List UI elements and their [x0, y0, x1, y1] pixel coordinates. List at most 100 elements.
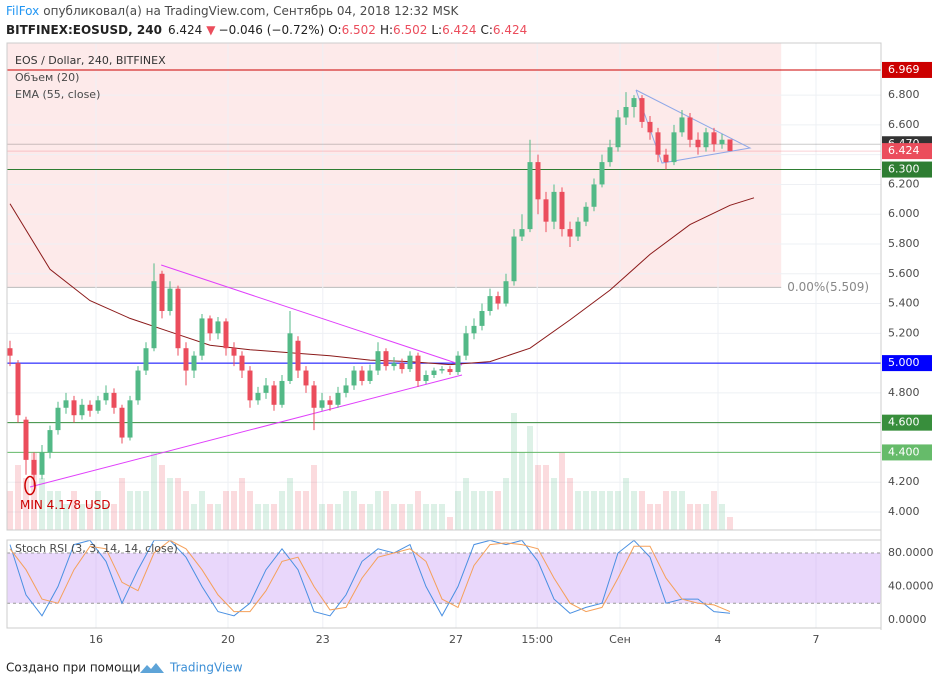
x-tick-label: 27 — [449, 633, 463, 646]
volume-bar — [191, 504, 197, 530]
volume-bar — [231, 491, 237, 530]
candle-body — [71, 400, 77, 416]
candle-body — [687, 117, 693, 140]
last-price: 6.424 — [168, 23, 202, 37]
candle-body — [239, 355, 245, 371]
y-tick-label: 6.000 — [888, 207, 920, 220]
candle-body — [263, 385, 269, 393]
volume-bar — [303, 491, 309, 530]
candle-body — [431, 370, 437, 376]
candle-body — [127, 400, 133, 438]
volume-bar — [391, 504, 397, 530]
candle-body — [159, 273, 165, 311]
trend-drawing — [161, 264, 463, 366]
volume-bar — [559, 452, 565, 530]
level-box — [882, 161, 932, 178]
candle-body — [191, 355, 197, 371]
x-tick-label: Сен — [609, 633, 631, 646]
candle-body — [519, 229, 525, 237]
annotation-mark — [24, 475, 36, 496]
candle-body — [199, 318, 205, 356]
volume-bar — [519, 452, 525, 530]
candle-body — [471, 325, 477, 334]
volume-bar — [407, 504, 413, 530]
candle-body — [167, 288, 173, 311]
ohlc-value: 6.424 — [442, 23, 476, 37]
volume-bar — [591, 491, 597, 530]
volume-bar — [335, 504, 341, 530]
y-tick-label: 5.200 — [888, 326, 920, 339]
candle-body — [231, 348, 237, 356]
candle-body — [391, 363, 397, 367]
stoch-plot — [7, 540, 881, 628]
volume-bar — [471, 491, 477, 530]
candle-body — [207, 318, 213, 334]
volume-bar — [383, 491, 389, 530]
candle-body — [639, 98, 645, 122]
candle-body — [287, 333, 293, 381]
candle-body — [343, 385, 349, 393]
volume-bar — [223, 491, 229, 530]
volume-bar — [511, 413, 517, 530]
y-tick-label: 6.200 — [888, 177, 920, 190]
volume-bar — [255, 504, 261, 530]
candle-body — [399, 363, 405, 370]
candle-body — [487, 296, 493, 311]
level-label: 4.400 — [888, 445, 920, 458]
candle-body — [663, 154, 669, 163]
volume-bar — [719, 504, 725, 530]
plot — [7, 43, 881, 530]
fib-label: 0.00%(5.509) — [787, 280, 869, 294]
candle-body — [47, 430, 53, 453]
volume-bar — [351, 491, 357, 530]
volume-bar — [663, 491, 669, 530]
volume-bar — [479, 491, 485, 530]
ohlc-label: C: — [480, 23, 492, 37]
candle-body — [367, 370, 373, 381]
candle-body — [375, 351, 381, 371]
volume-bar — [487, 491, 493, 530]
volume-bar — [159, 465, 165, 530]
x-tick-label: 23 — [316, 633, 330, 646]
volume-bar — [455, 491, 461, 530]
candle-body — [695, 139, 701, 148]
volume-bar — [367, 504, 373, 530]
price-box — [882, 143, 932, 160]
volume-bar — [703, 504, 709, 530]
candle-body — [575, 221, 581, 237]
footer-text: Создано при помощи — [6, 661, 141, 675]
candle-body — [31, 459, 37, 475]
published: опубликовал(а) на TradingView.com, Сентя… — [43, 4, 459, 18]
volume-bar — [295, 491, 301, 530]
volume-bar — [239, 478, 245, 530]
volume-bar — [55, 491, 61, 530]
stoch-line — [9, 540, 731, 613]
candle-body — [591, 184, 597, 207]
candle-body — [319, 400, 325, 408]
candle-body — [327, 400, 333, 405]
volume-bar — [143, 491, 149, 530]
brand[interactable]: TradingView — [169, 661, 243, 675]
x-tick-label: 16 — [89, 633, 103, 646]
candle-body — [303, 370, 309, 386]
candle-body — [447, 369, 453, 373]
candle-body — [63, 400, 69, 408]
volume-bar — [183, 491, 189, 530]
candle-body — [415, 355, 421, 381]
logo[interactable] — [140, 663, 164, 673]
volume-bar — [271, 504, 277, 530]
volume-bar — [263, 504, 269, 530]
candle-body — [647, 121, 653, 133]
volume-bar — [247, 491, 253, 530]
annotation-text: MIN 4.178 USD — [20, 498, 111, 512]
stoch-title: Stoch RSI (3, 3, 14, 14, close) — [15, 542, 178, 555]
candle-body — [455, 355, 461, 373]
candle-body — [655, 132, 661, 155]
candle-body — [551, 191, 557, 222]
author[interactable]: FilFox — [6, 4, 39, 18]
volume-bar — [607, 491, 613, 530]
x-tick-label: 7 — [813, 633, 820, 646]
candle-body — [87, 404, 93, 411]
volume-bar — [79, 504, 85, 530]
legend-item: EOS / Dollar, 240, BITFINEX — [15, 54, 166, 67]
